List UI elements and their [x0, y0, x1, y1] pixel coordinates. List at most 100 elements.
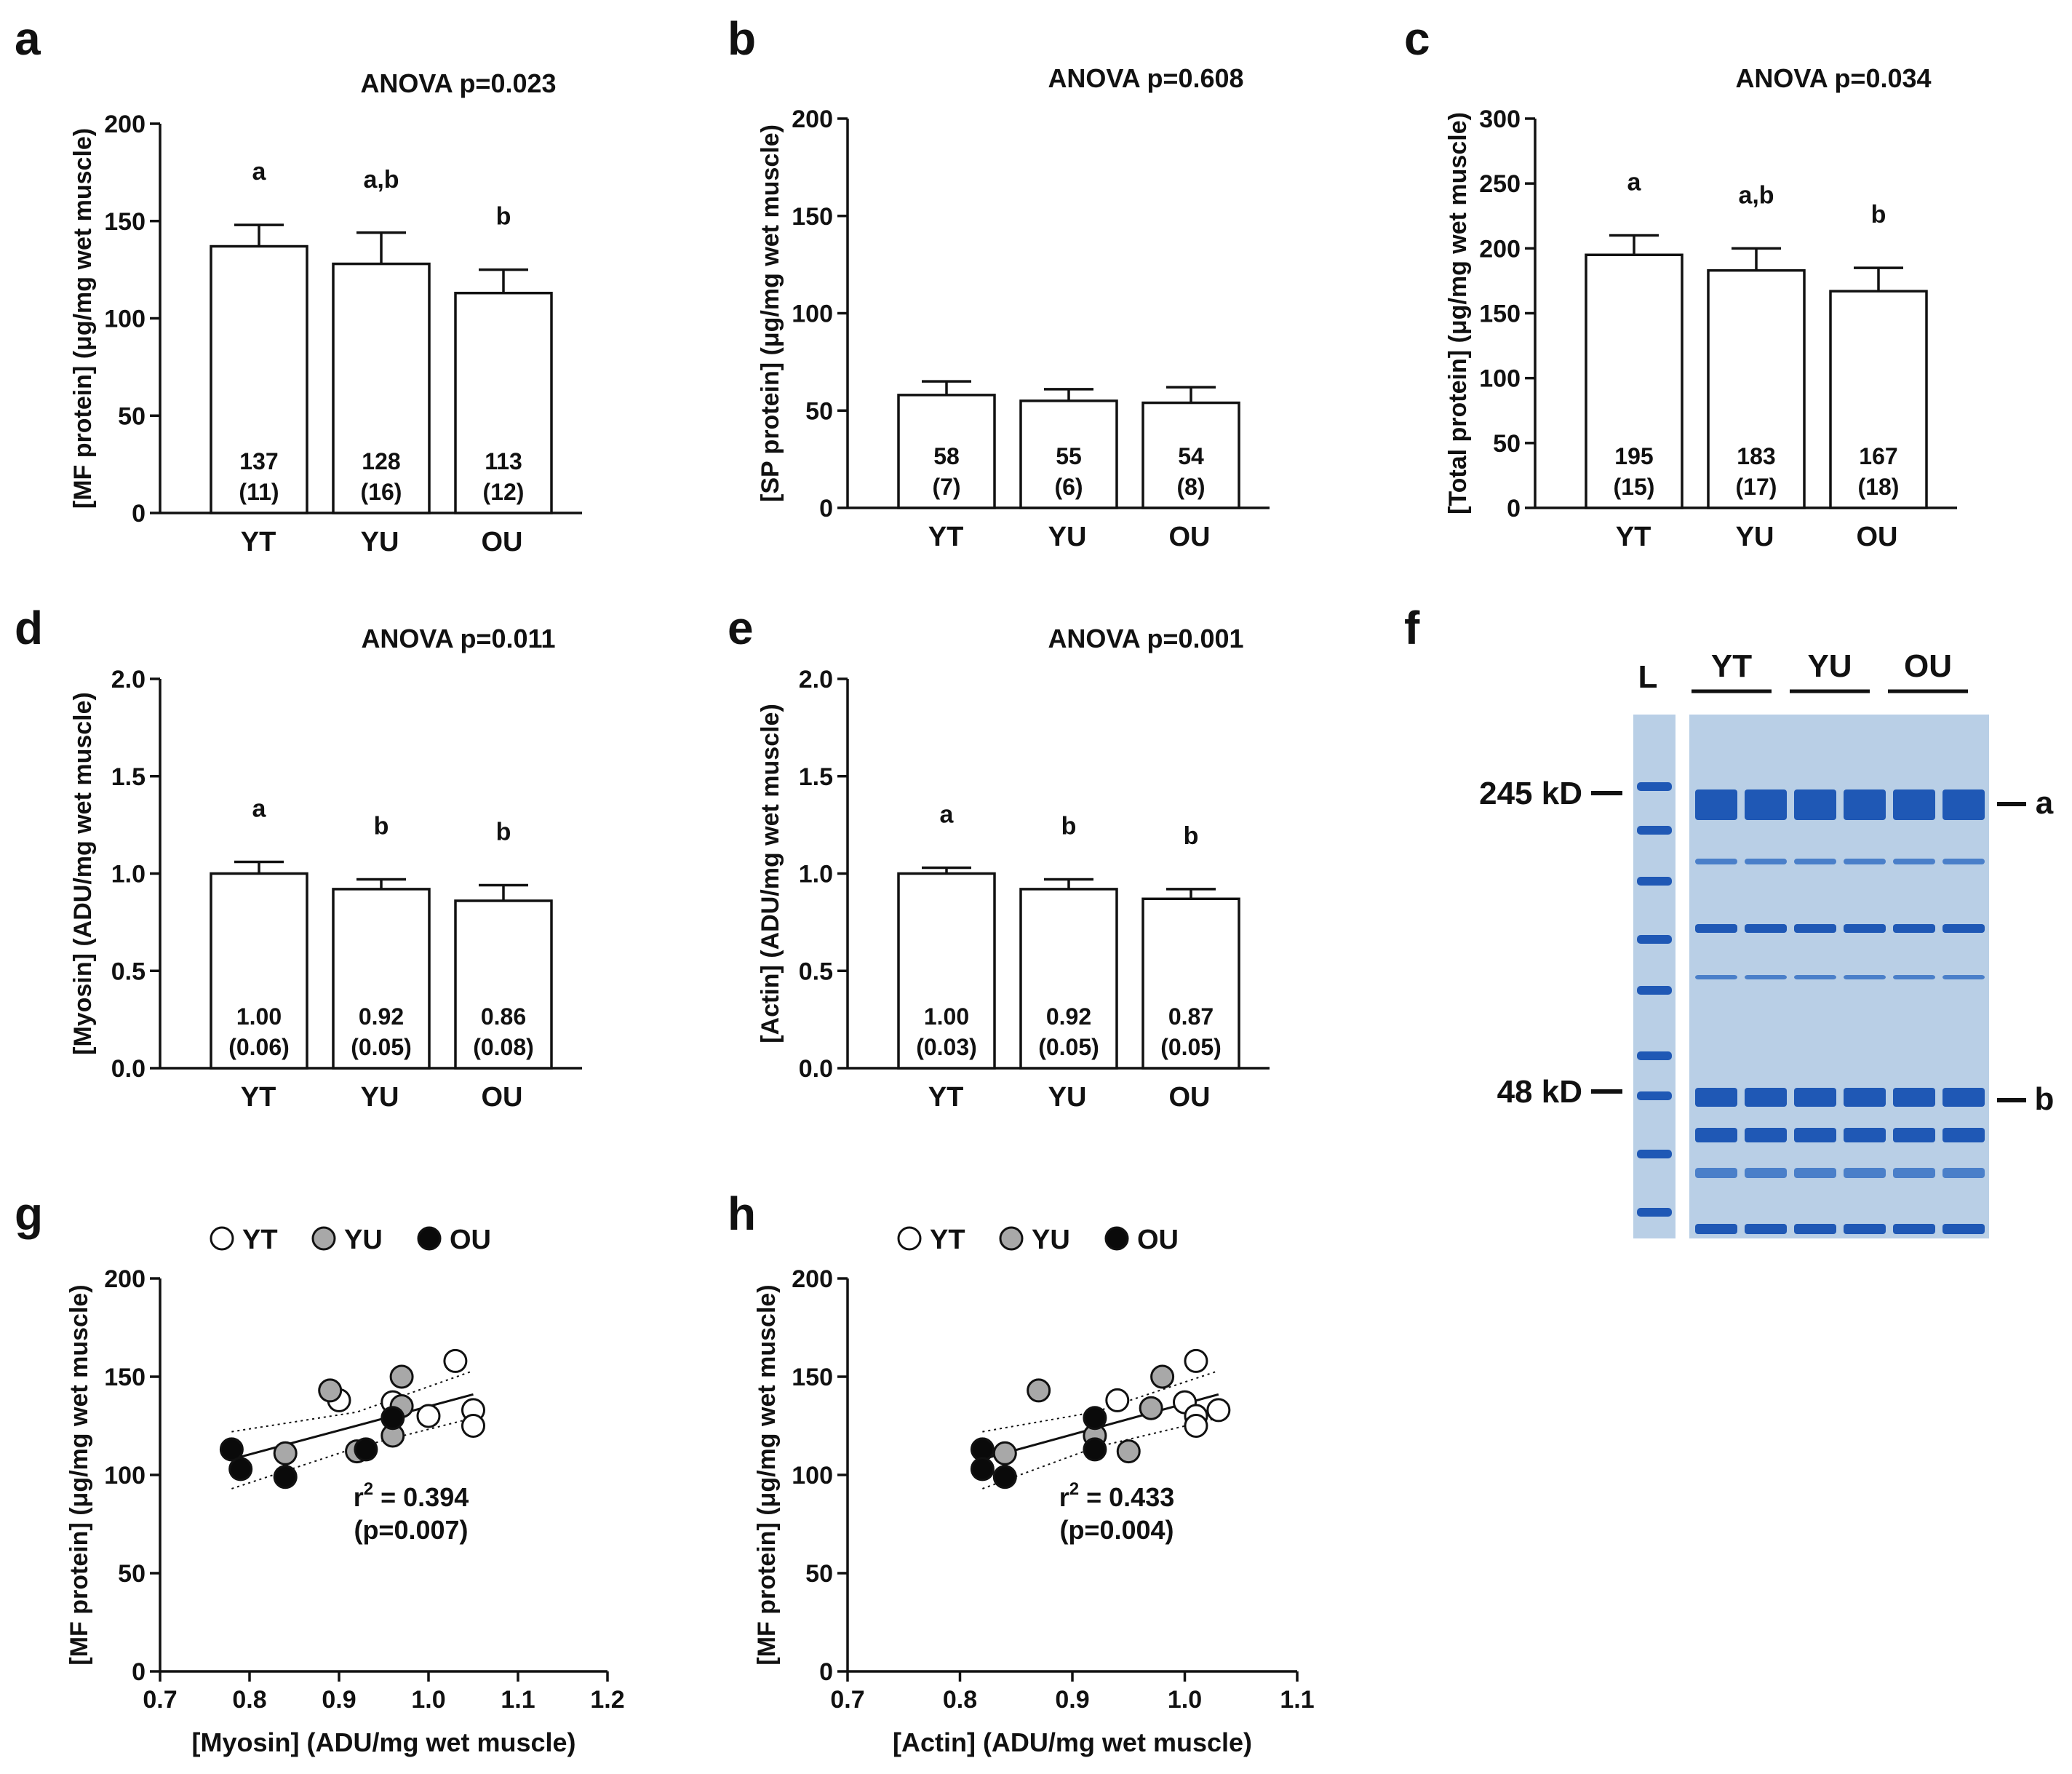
- gel-ladder-band: [1637, 1091, 1672, 1100]
- category-label: YT: [1616, 522, 1651, 552]
- bar-value-label: 55: [1056, 443, 1082, 469]
- data-point-yu: [273, 1441, 298, 1465]
- panel-a-myofibrillar-protein-chart: a ANOVA p=0.023 0 50 100 150 200 [MF protein]…: [15, 12, 582, 557]
- data-point-ou: [354, 1437, 378, 1462]
- y-axis-title: [Actin] (ADU/mg wet muscle): [757, 704, 784, 1043]
- bar-error-label: (0.05): [351, 1034, 412, 1060]
- bar-value-label: 137: [239, 448, 278, 474]
- bar-value-label: 54: [1178, 443, 1204, 469]
- category-label: OU: [482, 527, 523, 557]
- anova-label: ANOVA p=0.011: [361, 624, 555, 653]
- data-point-yt: [1206, 1398, 1231, 1423]
- y-axis-title: [Myosin] (ADU/mg wet muscle): [69, 692, 97, 1055]
- gel-group-label: YU: [1807, 648, 1852, 684]
- data-point-yt: [416, 1404, 441, 1428]
- gel-sample-band: [1893, 789, 1935, 820]
- category-label: OU: [482, 1082, 523, 1113]
- bar-value-label: 1.00: [236, 1003, 282, 1030]
- data-point-ou: [1083, 1437, 1107, 1462]
- panel-g-myosin-scatter: g 0 50 100 150 200 0.7 0.8 0.9 1.0 1.1 1.2 [MF prot…: [15, 1188, 625, 1757]
- legend-label: OU: [1137, 1225, 1179, 1255]
- bar-error-label: (0.03): [916, 1034, 977, 1060]
- gel-sample-band: [1695, 1088, 1737, 1107]
- y-tick-label: 100: [792, 1462, 833, 1489]
- significance-letter: b: [1061, 813, 1077, 840]
- bar-error-label: (0.06): [228, 1034, 290, 1060]
- x-tick-label: 1.1: [501, 1686, 535, 1714]
- category-label: YT: [241, 527, 276, 557]
- data-point-ou: [970, 1457, 995, 1481]
- panel-letter: h: [728, 1188, 756, 1240]
- y-tick-label: 300: [1479, 106, 1521, 133]
- ladder-label: L: [1638, 659, 1658, 695]
- y-tick-label: 200: [104, 1265, 146, 1293]
- data-point-ou: [380, 1406, 405, 1431]
- confidence-band-lower: [982, 1417, 1219, 1489]
- gel-marker-label: 48 kD: [1497, 1074, 1582, 1110]
- x-tick-label: 0.8: [943, 1686, 977, 1714]
- bar-ou: [454, 899, 553, 1070]
- category-label: OU: [1169, 1082, 1211, 1113]
- gel-sample-band: [1844, 1088, 1886, 1107]
- bar-value-label: 0.87: [1168, 1003, 1214, 1030]
- gel-ladder-band: [1637, 877, 1672, 886]
- gel-sample-band: [1844, 924, 1886, 933]
- gel-sample-band: [1893, 975, 1935, 979]
- y-tick-label: 0.5: [799, 958, 833, 985]
- y-tick-label: 0: [1507, 495, 1521, 522]
- bar-value-label: 113: [485, 448, 522, 474]
- legend-label: YU: [344, 1225, 383, 1255]
- category-label: YU: [1736, 522, 1774, 552]
- legend-marker-yu: [311, 1226, 336, 1251]
- data-point-ou: [273, 1465, 298, 1489]
- bar-value-label: 58: [933, 443, 960, 469]
- y-tick-label: 150: [1479, 301, 1521, 328]
- panel-d-myosin-chart: d ANOVA p=0.011 0.0 0.5 1.0 1.5 2.0 [Myosin] …: [15, 602, 582, 1113]
- legend-label: YT: [930, 1225, 965, 1255]
- x-axis-title: [Actin] (ADU/mg wet muscle): [893, 1727, 1252, 1757]
- gel-sample-band: [1893, 924, 1935, 933]
- y-axis-title: [MF protein] (μg/mg wet muscle): [753, 1284, 781, 1665]
- y-tick-label: 0: [132, 1658, 146, 1686]
- x-tick-label: 1.0: [1168, 1686, 1202, 1714]
- y-tick-label: 200: [104, 111, 146, 138]
- gel-sample-band: [1745, 789, 1787, 820]
- gel-sample-band: [1794, 975, 1836, 979]
- y-tick-label: 1.0: [111, 861, 146, 888]
- legend-marker-yu: [999, 1226, 1024, 1251]
- y-tick-label: 100: [1479, 365, 1521, 393]
- y-tick-label: 100: [792, 301, 833, 328]
- bar-ou: [454, 291, 553, 514]
- y-tick-label: 150: [792, 1364, 833, 1391]
- category-label: YT: [241, 1082, 276, 1113]
- bar-yt: [210, 244, 308, 514]
- gel-sample-band: [1893, 1168, 1935, 1178]
- gel-sample-band: [1794, 1088, 1836, 1107]
- gel-sample-band: [1942, 789, 1985, 820]
- gel-band-label: a: [2036, 785, 2054, 821]
- anova-label: ANOVA p=0.608: [1048, 63, 1243, 93]
- r-squared-label: r2 = 0.394: [354, 1479, 469, 1512]
- bar-error-label: (11): [239, 479, 279, 505]
- legend-marker-yt: [897, 1226, 922, 1251]
- bar-yu: [332, 262, 431, 514]
- data-point-ou: [228, 1457, 253, 1481]
- anova-label: ANOVA p=0.023: [360, 68, 556, 98]
- data-point-yt: [1105, 1388, 1130, 1412]
- bar-value-label: 167: [1859, 443, 1897, 469]
- y-tick-label: 2.0: [111, 666, 146, 693]
- data-point-yt: [461, 1414, 485, 1438]
- bar-yt: [897, 394, 996, 509]
- significance-letter: a,b: [1738, 181, 1774, 209]
- bar-value-label: 0.86: [481, 1003, 526, 1030]
- legend-marker-ou: [417, 1226, 442, 1251]
- y-axis-title: [MF protein] (μg/mg wet muscle): [69, 128, 97, 509]
- y-tick-label: 250: [1479, 170, 1521, 198]
- gel-sample-band: [1794, 1128, 1836, 1142]
- bar-yt: [1585, 253, 1683, 509]
- data-point-yu: [1116, 1439, 1141, 1464]
- legend-marker-yt: [210, 1226, 234, 1251]
- category-label: YT: [928, 1082, 964, 1113]
- significance-letter: b: [1184, 822, 1199, 850]
- y-tick-label: 50: [1493, 430, 1521, 458]
